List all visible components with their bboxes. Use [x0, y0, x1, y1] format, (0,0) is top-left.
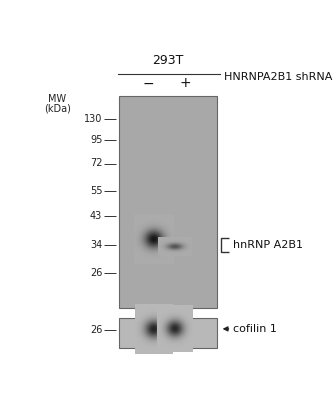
Text: 72: 72: [90, 158, 102, 168]
Text: (kDa): (kDa): [44, 103, 71, 113]
Text: HNRNPA2B1 shRNA: HNRNPA2B1 shRNA: [223, 72, 332, 82]
Bar: [119, 318, 217, 348]
Text: MW: MW: [48, 94, 66, 104]
Text: 26: 26: [90, 268, 102, 278]
Text: 34: 34: [90, 240, 102, 250]
Text: +: +: [180, 76, 191, 90]
Text: 293T: 293T: [153, 54, 184, 67]
Text: 130: 130: [84, 114, 102, 124]
Text: cofilin 1: cofilin 1: [233, 324, 277, 334]
Text: 55: 55: [90, 186, 102, 196]
Text: −: −: [143, 76, 154, 90]
Bar: [119, 96, 217, 308]
Text: 43: 43: [90, 211, 102, 221]
Text: hnRNP A2B1: hnRNP A2B1: [232, 240, 303, 250]
Text: 95: 95: [90, 135, 102, 146]
Text: 26: 26: [90, 325, 102, 335]
